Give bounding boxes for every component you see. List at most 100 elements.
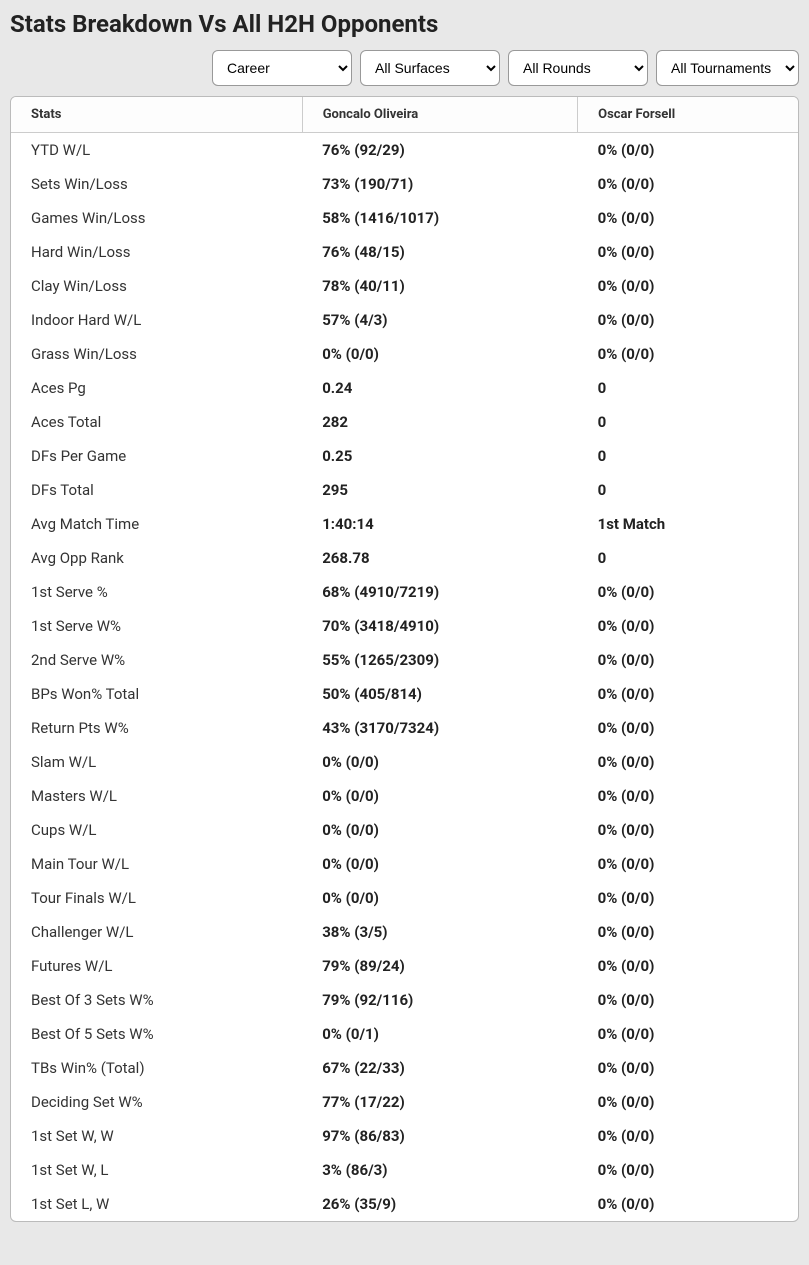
stat-label: Indoor Hard W/L: [11, 303, 302, 337]
table-row: Best Of 5 Sets W%0% (0/1)0% (0/0): [11, 1017, 798, 1051]
table-row: 2nd Serve W%55% (1265/2309)0% (0/0): [11, 643, 798, 677]
player2-value: 0% (0/0): [578, 745, 798, 779]
player2-value: 0: [578, 371, 798, 405]
stat-label: TBs Win% (Total): [11, 1051, 302, 1085]
table-row: 1st Serve %68% (4910/7219)0% (0/0): [11, 575, 798, 609]
stat-label: 1st Serve %: [11, 575, 302, 609]
page-title: Stats Breakdown Vs All H2H Opponents: [10, 10, 799, 38]
player2-value: 0% (0/0): [578, 201, 798, 235]
player2-value: 0% (0/0): [578, 1187, 798, 1221]
player2-value: 0% (0/0): [578, 949, 798, 983]
table-row: Indoor Hard W/L57% (4/3)0% (0/0): [11, 303, 798, 337]
stat-label: 1st Set W, W: [11, 1119, 302, 1153]
table-header-row: Stats Goncalo Oliveira Oscar Forsell: [11, 97, 798, 133]
player1-value: 0.25: [302, 439, 577, 473]
table-row: Best Of 3 Sets W%79% (92/116)0% (0/0): [11, 983, 798, 1017]
table-row: TBs Win% (Total)67% (22/33)0% (0/0): [11, 1051, 798, 1085]
player2-value: 0% (0/0): [578, 779, 798, 813]
stats-table: Stats Goncalo Oliveira Oscar Forsell YTD…: [11, 97, 798, 1221]
player1-value: 50% (405/814): [302, 677, 577, 711]
player2-value: 0% (0/0): [578, 643, 798, 677]
player2-value: 0% (0/0): [578, 337, 798, 371]
player1-value: 43% (3170/7324): [302, 711, 577, 745]
table-row: Grass Win/Loss0% (0/0)0% (0/0): [11, 337, 798, 371]
table-row: BPs Won% Total50% (405/814)0% (0/0): [11, 677, 798, 711]
tournaments-select[interactable]: All Tournaments: [656, 50, 799, 86]
filters-bar: Career All Surfaces All Rounds All Tourn…: [10, 50, 799, 86]
player2-value: 0% (0/0): [578, 133, 798, 168]
table-row: 1st Set W, L3% (86/3)0% (0/0): [11, 1153, 798, 1187]
player2-value: 0: [578, 405, 798, 439]
table-row: Hard Win/Loss76% (48/15)0% (0/0): [11, 235, 798, 269]
table-row: Futures W/L79% (89/24)0% (0/0): [11, 949, 798, 983]
col-stats: Stats: [11, 97, 302, 133]
player1-value: 0% (0/0): [302, 847, 577, 881]
stat-label: DFs Per Game: [11, 439, 302, 473]
period-select[interactable]: Career: [212, 50, 352, 86]
stat-label: Sets Win/Loss: [11, 167, 302, 201]
player1-value: 55% (1265/2309): [302, 643, 577, 677]
player2-value: 0% (0/0): [578, 575, 798, 609]
player1-value: 295: [302, 473, 577, 507]
player2-value: 0% (0/0): [578, 881, 798, 915]
player2-value: 0% (0/0): [578, 1119, 798, 1153]
stat-label: Main Tour W/L: [11, 847, 302, 881]
col-player1: Goncalo Oliveira: [302, 97, 577, 133]
player1-value: 0% (0/0): [302, 779, 577, 813]
player2-value: 1st Match: [578, 507, 798, 541]
player1-value: 67% (22/33): [302, 1051, 577, 1085]
table-row: Main Tour W/L0% (0/0)0% (0/0): [11, 847, 798, 881]
stat-label: Deciding Set W%: [11, 1085, 302, 1119]
player1-value: 268.78: [302, 541, 577, 575]
player1-value: 1:40:14: [302, 507, 577, 541]
player2-value: 0% (0/0): [578, 677, 798, 711]
table-row: Avg Opp Rank268.780: [11, 541, 798, 575]
table-row: Return Pts W%43% (3170/7324)0% (0/0): [11, 711, 798, 745]
stat-label: DFs Total: [11, 473, 302, 507]
player2-value: 0% (0/0): [578, 983, 798, 1017]
stat-label: Aces Pg: [11, 371, 302, 405]
rounds-select[interactable]: All Rounds: [508, 50, 648, 86]
player2-value: 0% (0/0): [578, 1017, 798, 1051]
player2-value: 0% (0/0): [578, 1153, 798, 1187]
stat-label: Aces Total: [11, 405, 302, 439]
player1-value: 58% (1416/1017): [302, 201, 577, 235]
table-row: Avg Match Time1:40:141st Match: [11, 507, 798, 541]
stat-label: 2nd Serve W%: [11, 643, 302, 677]
stat-label: Games Win/Loss: [11, 201, 302, 235]
player2-value: 0% (0/0): [578, 167, 798, 201]
table-row: 1st Serve W%70% (3418/4910)0% (0/0): [11, 609, 798, 643]
player1-value: 3% (86/3): [302, 1153, 577, 1187]
table-row: 1st Set W, W97% (86/83)0% (0/0): [11, 1119, 798, 1153]
stat-label: Clay Win/Loss: [11, 269, 302, 303]
player1-value: 76% (48/15): [302, 235, 577, 269]
player2-value: 0% (0/0): [578, 915, 798, 949]
player1-value: 0% (0/0): [302, 881, 577, 915]
player1-value: 77% (17/22): [302, 1085, 577, 1119]
surface-select[interactable]: All Surfaces: [360, 50, 500, 86]
stat-label: Challenger W/L: [11, 915, 302, 949]
stat-label: BPs Won% Total: [11, 677, 302, 711]
player1-value: 76% (92/29): [302, 133, 577, 168]
player1-value: 0% (0/1): [302, 1017, 577, 1051]
player2-value: 0% (0/0): [578, 1051, 798, 1085]
stat-label: Grass Win/Loss: [11, 337, 302, 371]
stat-label: Tour Finals W/L: [11, 881, 302, 915]
player2-value: 0% (0/0): [578, 609, 798, 643]
stat-label: Slam W/L: [11, 745, 302, 779]
table-row: Masters W/L0% (0/0)0% (0/0): [11, 779, 798, 813]
table-row: Aces Total2820: [11, 405, 798, 439]
player2-value: 0% (0/0): [578, 269, 798, 303]
player1-value: 57% (4/3): [302, 303, 577, 337]
player2-value: 0: [578, 541, 798, 575]
player2-value: 0% (0/0): [578, 303, 798, 337]
stat-label: Masters W/L: [11, 779, 302, 813]
stat-label: YTD W/L: [11, 133, 302, 168]
player1-value: 0% (0/0): [302, 745, 577, 779]
player1-value: 78% (40/11): [302, 269, 577, 303]
stat-label: Return Pts W%: [11, 711, 302, 745]
player1-value: 38% (3/5): [302, 915, 577, 949]
table-row: Deciding Set W%77% (17/22)0% (0/0): [11, 1085, 798, 1119]
table-row: YTD W/L76% (92/29)0% (0/0): [11, 133, 798, 168]
player2-value: 0: [578, 439, 798, 473]
